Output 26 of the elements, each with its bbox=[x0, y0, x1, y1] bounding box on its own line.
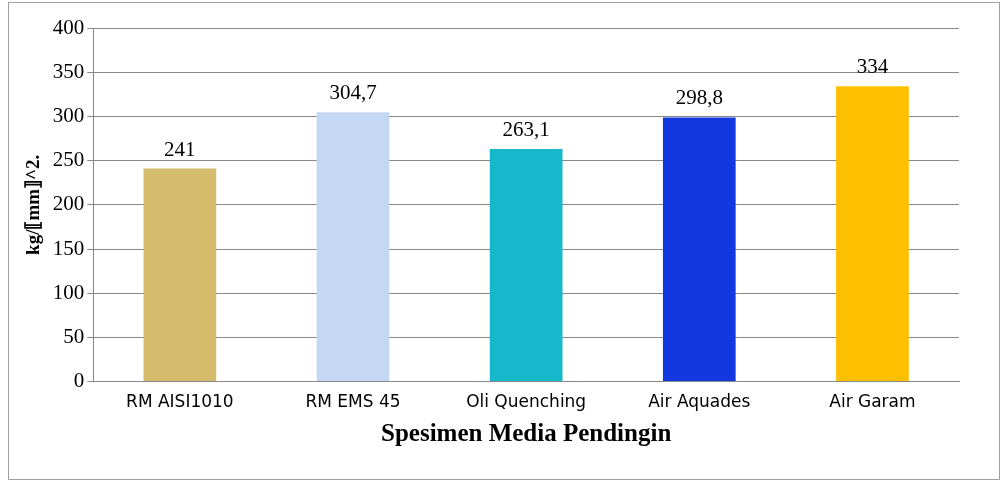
bar bbox=[662, 117, 736, 382]
y-tick-label: 150 bbox=[52, 235, 85, 260]
data-label: 241 bbox=[164, 136, 196, 161]
x-axis-title: Spesimen Media Pendingin bbox=[380, 419, 672, 447]
data-label: 304,7 bbox=[329, 80, 377, 105]
x-tick-label: RM EMS 45 bbox=[305, 391, 401, 412]
bar bbox=[143, 168, 217, 382]
y-tick-label: 300 bbox=[52, 102, 85, 127]
y-tick-label: 100 bbox=[52, 279, 85, 304]
y-tick-label: 350 bbox=[52, 58, 85, 83]
bar bbox=[316, 112, 390, 382]
x-tick-label: RM AISI1010 bbox=[126, 391, 234, 412]
y-axis-title: kg/⟦mm⟧^2. bbox=[22, 154, 44, 255]
x-tick-label: Air Garam bbox=[829, 391, 916, 412]
data-label: 263,1 bbox=[502, 117, 550, 142]
y-tick-label: 250 bbox=[52, 147, 85, 172]
x-tick-label: Air Aquades bbox=[648, 391, 751, 412]
y-tick-label: 400 bbox=[52, 14, 85, 39]
y-tick-label: 50 bbox=[63, 323, 85, 348]
y-tick-label: 0 bbox=[73, 368, 85, 393]
y-tick-label: 200 bbox=[52, 191, 85, 216]
bar bbox=[836, 86, 909, 382]
data-label: 334 bbox=[856, 54, 889, 79]
bar bbox=[489, 149, 563, 382]
x-tick-label: Oli Quenching bbox=[466, 391, 587, 412]
data-label: 298,8 bbox=[675, 85, 723, 110]
